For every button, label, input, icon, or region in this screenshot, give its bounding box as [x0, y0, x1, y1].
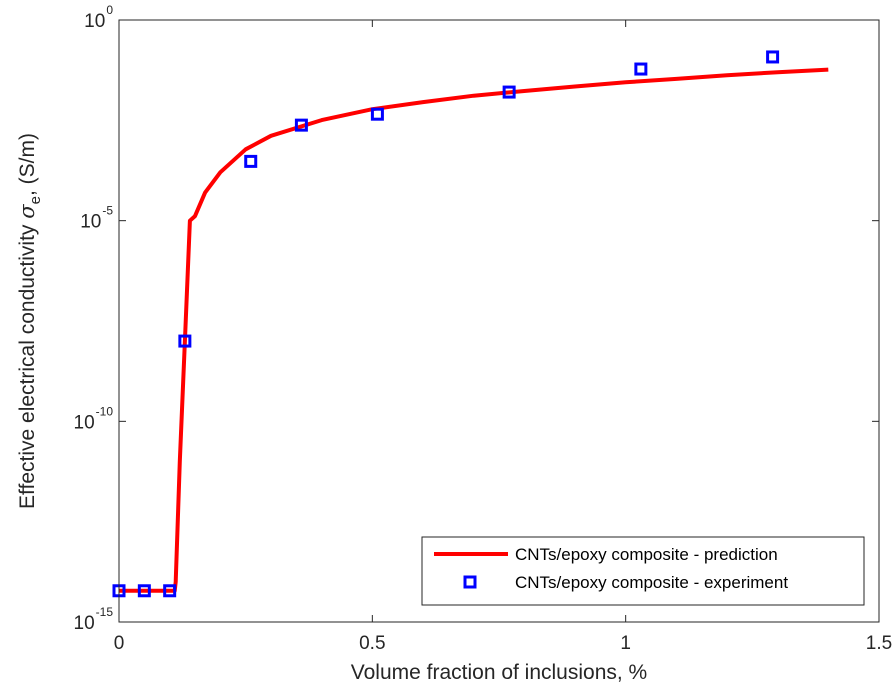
- y-tick-label-base: 10: [74, 613, 95, 634]
- x-axis-title: Volume fraction of inclusions, %: [351, 661, 647, 684]
- x-tick-label: 1.5: [866, 633, 892, 654]
- y-axis-title-main: Effective electrical conductivity: [16, 219, 39, 509]
- y-axis-title: Effective electrical conductivity σe, (S…: [15, 133, 44, 509]
- series-layer: [112, 50, 829, 598]
- experiment-point: [370, 107, 384, 121]
- experiment-point: [178, 334, 192, 348]
- y-tick-label-base: 10: [74, 412, 95, 433]
- legend-box: [421, 536, 865, 606]
- y-tick-label-exponent: -5: [102, 204, 113, 218]
- y-tick-label-base: 10: [84, 11, 105, 32]
- y-axis-title-symbol: σ: [15, 204, 39, 219]
- experiment-point: [294, 118, 308, 132]
- y-axis-title-unit: , (S/m): [16, 133, 39, 196]
- y-tick-label-exponent: -10: [96, 404, 114, 418]
- experiment-point: [502, 85, 516, 99]
- prediction-line: [119, 67, 829, 593]
- x-tick-label: 0: [114, 633, 125, 654]
- plot-area: [119, 20, 879, 622]
- legend-label-experiment: CNTs/epoxy composite - experiment: [515, 573, 788, 592]
- experiment-point: [766, 50, 780, 64]
- experiment-point: [163, 584, 177, 598]
- experiment-point: [137, 584, 151, 598]
- y-tick-label: -510: [80, 204, 113, 233]
- y-axis-title-subscript: e: [27, 196, 44, 204]
- x-tick-label: 1: [620, 633, 631, 654]
- y-tick-label-exponent: 0: [106, 3, 113, 17]
- legend-marker-swatch: [463, 575, 477, 589]
- x-tick-label: 0.5: [359, 633, 385, 654]
- plot-frame: [118, 19, 880, 623]
- y-tick-label: 010: [84, 3, 113, 32]
- y-tick-label-base: 10: [80, 212, 101, 233]
- y-tick-label-exponent: -15: [96, 605, 114, 619]
- legend: CNTs/epoxy composite - prediction CNTs/e…: [421, 536, 865, 606]
- legend-label-prediction: CNTs/epoxy composite - prediction: [515, 545, 778, 564]
- experiment-point: [634, 62, 648, 76]
- experiment-point: [244, 154, 258, 168]
